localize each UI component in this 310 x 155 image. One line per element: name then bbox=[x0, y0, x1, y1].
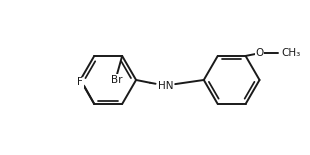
Text: CH₃: CH₃ bbox=[281, 48, 301, 58]
Text: HN: HN bbox=[157, 81, 173, 91]
Text: O: O bbox=[255, 48, 264, 58]
Text: Br: Br bbox=[111, 75, 123, 85]
Text: F: F bbox=[78, 77, 83, 87]
